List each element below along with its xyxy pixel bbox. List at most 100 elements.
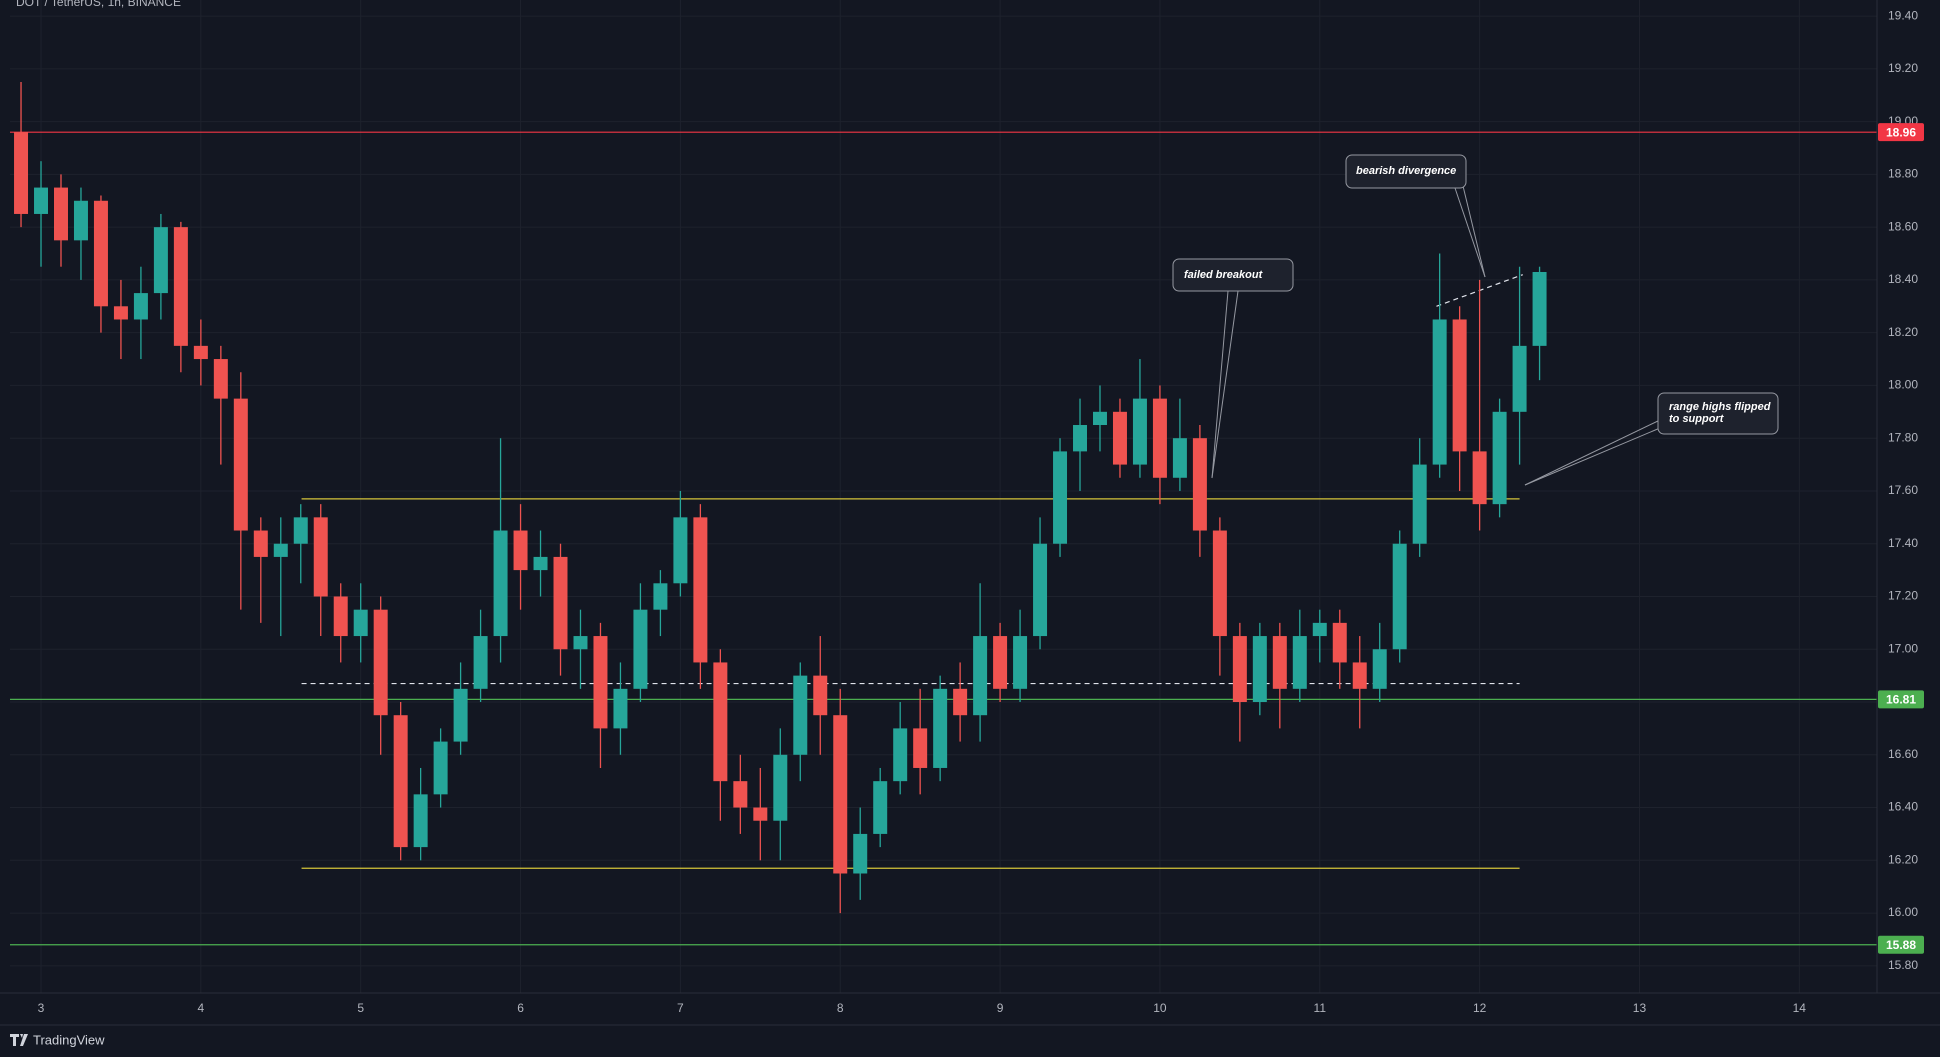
x-tick-label: 3 <box>38 1001 45 1015</box>
candle-body <box>913 728 928 768</box>
y-tick-label: 16.40 <box>1888 800 1918 814</box>
candle-body <box>453 688 468 742</box>
candle-body <box>893 728 908 782</box>
candle-body <box>313 517 328 597</box>
candle-body <box>193 345 208 360</box>
candle-body <box>533 556 548 571</box>
callout-pointer <box>1211 290 1239 479</box>
y-tick-label: 16.60 <box>1888 747 1918 761</box>
candle-body <box>993 636 1008 689</box>
candle-body <box>953 688 968 716</box>
y-tick-label: 19.40 <box>1888 8 1918 22</box>
x-tick-label: 7 <box>677 1001 684 1015</box>
candle-body <box>1492 411 1507 505</box>
candle-body <box>513 530 528 571</box>
y-tick-label: 18.00 <box>1888 378 1918 392</box>
callout-text: failed breakout <box>1184 269 1264 281</box>
callout-pointer <box>1211 290 1229 479</box>
callout-pointer <box>1524 419 1661 486</box>
price-tag-label: 15.88 <box>1886 938 1916 952</box>
y-tick-label: 17.60 <box>1888 483 1918 497</box>
price-tag <box>1878 935 1924 954</box>
candle-body <box>693 517 708 663</box>
price-tag-label: 18.96 <box>1886 125 1916 139</box>
candle-body <box>653 583 668 610</box>
brand-logo: TradingView <box>10 1032 105 1047</box>
candle-body <box>773 754 788 821</box>
x-tick-label: 5 <box>357 1001 364 1015</box>
candle-body <box>1132 398 1147 465</box>
candle-body <box>53 187 68 241</box>
candle-body <box>1292 636 1307 689</box>
callout-pointer <box>1454 187 1486 278</box>
candle-body <box>1412 464 1427 544</box>
candle-body <box>753 807 768 821</box>
candle-body <box>1092 411 1107 426</box>
x-tick-label: 10 <box>1153 1001 1167 1015</box>
x-tick-label: 11 <box>1314 1001 1327 1015</box>
candle-body <box>873 781 888 834</box>
candle-body <box>233 398 248 531</box>
y-tick-label: 17.80 <box>1888 430 1918 444</box>
callout-text: bearish divergence <box>1356 165 1456 177</box>
candle-body <box>713 662 728 782</box>
candle-body <box>933 688 948 768</box>
candle-body <box>1512 345 1527 412</box>
candle-body <box>393 715 408 848</box>
candle-body <box>273 543 288 557</box>
x-tick-label: 12 <box>1473 1001 1487 1015</box>
candle-body <box>833 715 848 874</box>
y-tick-label: 18.60 <box>1888 219 1918 233</box>
brand-name: TradingView <box>33 1032 105 1047</box>
candle-body <box>253 530 268 557</box>
candle-body <box>1172 438 1187 478</box>
logo-icon <box>10 1034 28 1046</box>
candle-body <box>133 293 148 320</box>
callout-pointer <box>1524 427 1661 486</box>
candle-body <box>633 609 648 689</box>
candle-body <box>793 675 808 755</box>
candle-body <box>153 227 168 294</box>
callout: failed breakout <box>1172 258 1294 479</box>
price-tag <box>1878 123 1924 142</box>
candle-body <box>433 741 448 795</box>
callout: range highs flipped to support <box>1524 392 1779 486</box>
y-tick-label: 18.80 <box>1888 167 1918 181</box>
candle-body <box>373 609 388 716</box>
y-tick-label: 17.00 <box>1888 641 1918 655</box>
y-tick-label: 17.40 <box>1888 536 1918 550</box>
candle-body <box>1232 636 1247 703</box>
candle-body <box>1192 438 1207 531</box>
candle-body <box>593 636 608 729</box>
candle-body <box>353 609 368 637</box>
axis: 15.8016.0016.2016.4016.6016.8017.0017.20… <box>38 8 1924 1015</box>
callout-box <box>1345 154 1467 189</box>
candle-body <box>1212 530 1227 637</box>
x-tick-label: 13 <box>1633 1001 1647 1015</box>
candle-body <box>1033 543 1048 637</box>
candle-body <box>573 636 588 650</box>
candle-body <box>93 200 108 307</box>
candle-body <box>173 227 188 346</box>
candles <box>14 82 1547 914</box>
candle-body <box>1372 649 1387 689</box>
x-tick-label: 9 <box>997 1001 1004 1015</box>
candle-body <box>1332 622 1347 663</box>
candle-body <box>1352 662 1367 689</box>
y-tick-label: 17.20 <box>1888 589 1918 603</box>
x-tick-label: 8 <box>837 1001 844 1015</box>
candle-body <box>493 530 508 637</box>
overlay <box>10 131 1877 946</box>
y-tick-label: 15.80 <box>1888 958 1918 972</box>
callout-box <box>1172 258 1294 292</box>
y-tick-label: 16.00 <box>1888 905 1918 919</box>
callout-text: to support <box>1669 413 1725 425</box>
candle-body <box>1472 451 1487 505</box>
candle-body <box>1112 411 1127 465</box>
candle-body <box>1432 319 1447 465</box>
candle-body <box>333 596 348 637</box>
y-tick-label: 16.20 <box>1888 852 1918 866</box>
candle-body <box>1013 636 1028 689</box>
